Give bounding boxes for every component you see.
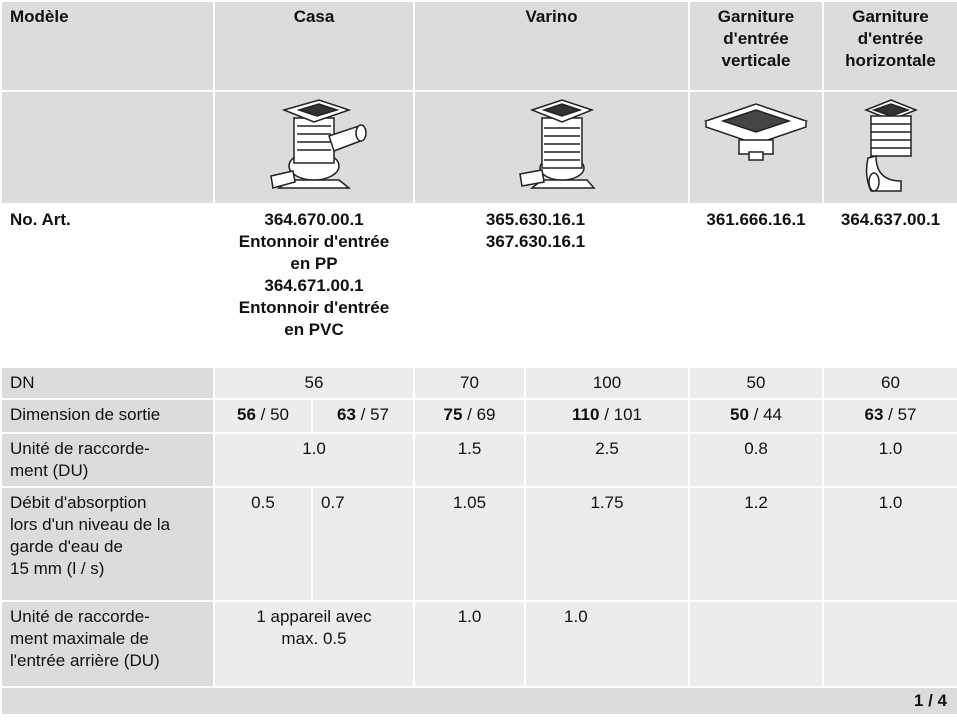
cell: 1.0	[212, 432, 416, 488]
text: Entonnoir d'entrée	[238, 298, 390, 317]
cell: 0.5	[213, 486, 313, 602]
page-number: 1 / 4	[0, 686, 957, 716]
text: 110	[572, 405, 600, 424]
cell	[822, 90, 957, 205]
cell: 1.0	[524, 600, 691, 688]
label-cell: Dimension de sortie	[0, 398, 215, 434]
text: Garniture	[717, 7, 795, 26]
text: 364.671.00.1	[264, 276, 364, 295]
cell: 63 / 57	[310, 398, 416, 434]
varino-image	[518, 99, 596, 189]
text: ment (DU)	[10, 461, 89, 480]
text: Garniture	[852, 7, 929, 26]
cell: 1.05	[413, 486, 527, 602]
cell: 70	[413, 366, 527, 400]
header-row: Modèle Casa Varino Garniture d'entrée vert…	[0, 0, 957, 92]
cell: 365.630.16.1 367.630.16.1	[413, 203, 691, 368]
text: d'entrée	[857, 29, 924, 48]
header-cell: Modèle	[0, 0, 215, 92]
text: / 69	[467, 405, 496, 424]
cell: 1.0	[822, 432, 957, 488]
cell: 63 / 57	[822, 398, 957, 434]
label-cell: Unité de raccorde-ment (DU)	[0, 432, 215, 488]
text: en PVC	[284, 320, 344, 339]
label-cell: No. Art.	[0, 203, 215, 368]
cell: 56 / 50	[213, 398, 313, 434]
cell	[688, 90, 825, 205]
text: 56	[236, 405, 256, 424]
cell: 1.5	[413, 432, 527, 488]
cell: 75 / 69	[413, 398, 527, 434]
cell: 0.8	[688, 432, 825, 488]
cell: 2.5	[524, 432, 691, 488]
text: garde d'eau de	[10, 537, 123, 556]
du-row: Unité de raccorde-ment (DU) 1.0 1.5 2.5 …	[0, 432, 957, 488]
image-row	[0, 90, 957, 205]
cell: 50 / 44	[688, 398, 825, 434]
footer-row: 1 / 4	[0, 686, 957, 716]
text: ment maximale de	[10, 629, 149, 648]
cell: 1.75	[524, 486, 691, 602]
header-cell: Casa	[212, 0, 416, 92]
header-cell: Varino	[413, 0, 691, 92]
text: / 57	[888, 405, 917, 424]
cell: 100	[524, 366, 691, 400]
text: 50	[730, 405, 749, 424]
cell: 1.0	[822, 486, 957, 602]
text: Unité de raccorde-	[10, 439, 150, 458]
text: / 50	[260, 405, 289, 424]
text: Débit d'absorption	[10, 493, 147, 512]
text: en PP	[290, 254, 338, 273]
text: 63	[337, 405, 356, 424]
cell: 364.670.00.1 Entonnoir d'entrée en PP 364.6…	[212, 203, 416, 368]
text: l'entrée arrière (DU)	[10, 651, 160, 670]
header-cell: Garniture d'entrée verticale	[688, 0, 825, 92]
flow-row: Débit d'absorption lors d'un niveau de la…	[0, 486, 957, 602]
cell: 0.7	[310, 486, 416, 602]
cell	[212, 90, 416, 205]
text: / 44	[753, 405, 783, 424]
text: d'entrée	[723, 29, 789, 48]
text: / 101	[604, 405, 642, 424]
text: 367.630.16.1	[485, 232, 586, 251]
text: verticale	[721, 51, 791, 70]
article-row: No. Art. 364.670.00.1 Entonnoir d'entrée e…	[0, 203, 957, 368]
label-cell: DN	[0, 366, 215, 400]
text: 63	[864, 405, 884, 424]
cell: 1.2	[688, 486, 825, 602]
text: Entonnoir d'entrée	[238, 232, 390, 251]
text: 365.630.16.1	[485, 210, 586, 229]
text: / 57	[360, 405, 390, 424]
horizontal-image	[863, 99, 918, 192]
cell	[413, 90, 691, 205]
text: Unité de raccorde-	[10, 607, 150, 626]
label-cell: Débit d'absorption lors d'un niveau de la…	[0, 486, 215, 602]
cell: 50	[688, 366, 825, 400]
cell: 60	[822, 366, 957, 400]
cell	[822, 600, 957, 688]
cell: 361.666.16.1	[688, 203, 825, 368]
vertical-image	[703, 103, 809, 161]
text: lors d'un niveau de la	[10, 515, 171, 534]
du-max-row: Unité de raccorde-ment maximale de l'entr…	[0, 600, 957, 688]
outlet-row: Dimension de sortie 56 / 50 63 / 57 75 /…	[0, 398, 957, 434]
casa-image	[270, 99, 367, 189]
text: 364.670.00.1	[264, 210, 364, 229]
cell: 364.637.00.1	[822, 203, 957, 368]
cell: 110 / 101	[524, 398, 691, 434]
text: 15 mm (l / s)	[10, 559, 105, 578]
label-cell: Unité de raccorde-ment maximale de l'entr…	[0, 600, 215, 688]
cell	[688, 600, 825, 688]
cell: 56	[212, 366, 416, 400]
cell: 1 appareil avec max. 0.5	[212, 600, 416, 688]
text: horizontale	[845, 51, 936, 70]
dn-row: DN 56 70 100 50 60	[0, 366, 957, 400]
text: 75	[443, 405, 463, 424]
cell: 1.0	[413, 600, 527, 688]
header-cell: Garniture d'entrée horizontale	[822, 0, 957, 92]
cell	[0, 90, 215, 205]
